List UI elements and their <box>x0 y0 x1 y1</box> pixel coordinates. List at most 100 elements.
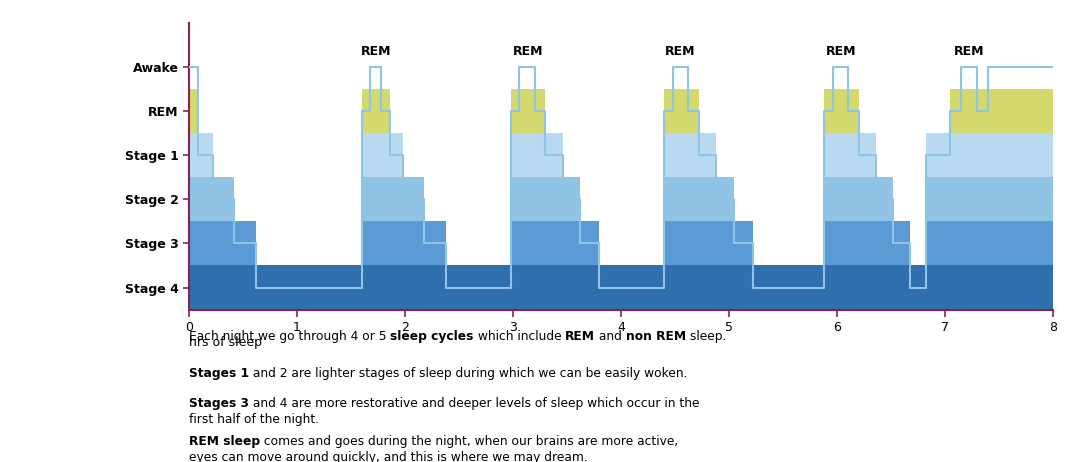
Bar <box>370 133 381 177</box>
Bar <box>833 177 848 221</box>
Bar <box>950 266 961 310</box>
Bar <box>381 133 390 177</box>
Text: sleep cycles: sleep cycles <box>391 330 474 343</box>
Bar <box>535 266 545 310</box>
Bar <box>673 89 688 133</box>
Bar <box>833 221 848 266</box>
Bar <box>716 177 734 221</box>
Bar <box>848 89 859 133</box>
Bar <box>1048 221 1053 266</box>
Bar <box>198 221 213 266</box>
Bar <box>511 221 519 266</box>
Bar <box>535 89 545 133</box>
Bar <box>580 221 599 266</box>
Bar <box>234 266 256 310</box>
Bar <box>688 266 699 310</box>
Bar <box>688 221 699 266</box>
Bar <box>563 221 580 266</box>
Bar <box>362 133 370 177</box>
Bar <box>961 221 977 266</box>
Bar <box>950 89 961 133</box>
Bar <box>370 266 381 310</box>
Bar <box>753 266 772 310</box>
Bar <box>988 89 1048 133</box>
Bar <box>511 89 519 133</box>
Bar <box>664 221 673 266</box>
Bar <box>824 177 833 221</box>
Bar <box>926 266 950 310</box>
Text: comes and goes during the night, when our brains are more active,: comes and goes during the night, when ou… <box>260 435 678 448</box>
Bar <box>362 221 370 266</box>
Bar <box>519 177 535 221</box>
Bar <box>1048 89 1053 133</box>
Text: non REM: non REM <box>626 330 686 343</box>
Text: REM: REM <box>826 45 856 58</box>
Bar <box>403 221 424 266</box>
Text: and: and <box>595 330 626 343</box>
Bar <box>545 177 563 221</box>
Bar <box>563 266 580 310</box>
Bar <box>688 133 699 177</box>
Bar <box>545 133 563 177</box>
Text: Stages 3: Stages 3 <box>189 397 249 410</box>
Bar <box>370 221 381 266</box>
Bar <box>859 133 876 177</box>
Bar <box>189 133 198 177</box>
Bar <box>699 177 716 221</box>
Bar <box>859 221 876 266</box>
Bar <box>545 221 563 266</box>
Bar <box>833 89 848 133</box>
Bar <box>424 221 446 266</box>
Bar <box>977 221 988 266</box>
Bar <box>664 177 673 221</box>
Bar <box>977 177 988 221</box>
Bar <box>824 133 833 177</box>
Bar <box>833 266 848 310</box>
Bar <box>535 177 545 221</box>
Bar <box>390 133 403 177</box>
Bar <box>370 177 381 221</box>
Bar <box>519 266 535 310</box>
Bar <box>961 177 977 221</box>
Text: REM: REM <box>513 45 543 58</box>
Bar <box>1048 177 1053 221</box>
Bar <box>688 89 699 133</box>
Bar <box>234 221 256 266</box>
Bar <box>535 221 545 266</box>
Bar <box>390 177 403 221</box>
Bar <box>926 133 950 177</box>
Bar <box>511 177 519 221</box>
Bar <box>673 266 688 310</box>
Bar <box>950 177 961 221</box>
Bar <box>833 133 848 177</box>
Bar <box>370 89 381 133</box>
Bar <box>664 133 673 177</box>
Bar <box>734 221 753 266</box>
Bar <box>362 266 370 310</box>
Bar <box>563 177 580 221</box>
Bar <box>213 266 234 310</box>
Text: and 2 are lighter stages of sleep during which we can be easily woken.: and 2 are lighter stages of sleep during… <box>249 367 688 380</box>
Bar <box>198 177 213 221</box>
Text: first half of the night.: first half of the night. <box>189 413 319 426</box>
Bar <box>988 177 1048 221</box>
Text: REM: REM <box>954 45 984 58</box>
Bar <box>424 266 446 310</box>
Bar <box>673 133 688 177</box>
Bar <box>893 266 910 310</box>
Bar <box>876 177 893 221</box>
Text: and 4 are more restorative and deeper levels of sleep which occur in the: and 4 are more restorative and deeper le… <box>249 397 700 410</box>
Bar <box>381 89 390 133</box>
Bar <box>446 266 464 310</box>
Bar <box>977 266 988 310</box>
Bar <box>403 266 424 310</box>
Bar <box>403 177 424 221</box>
Bar <box>734 266 753 310</box>
Bar <box>716 266 734 310</box>
Bar <box>664 89 673 133</box>
Bar <box>824 221 833 266</box>
Bar <box>390 266 403 310</box>
Bar <box>926 177 950 221</box>
Bar <box>519 89 535 133</box>
Bar <box>988 266 1048 310</box>
